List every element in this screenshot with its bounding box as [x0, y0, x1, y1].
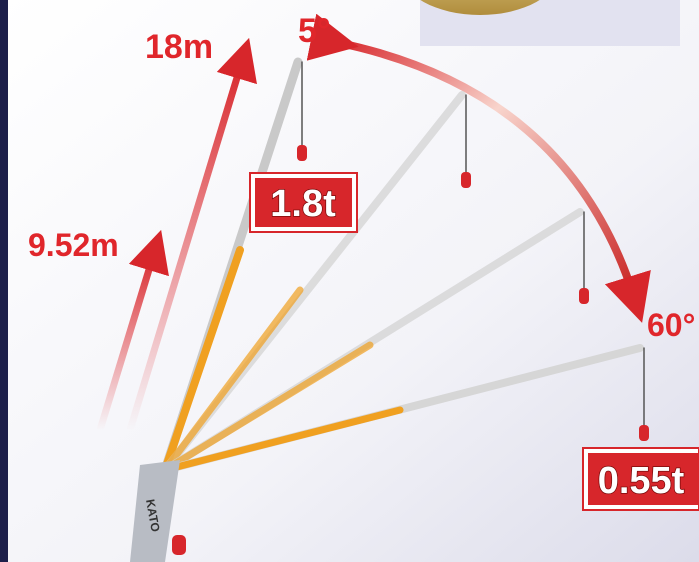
load-label: 0.55t [598, 460, 685, 502]
angle-label: 60° [647, 307, 695, 343]
angle-label: 5° [298, 12, 331, 50]
crane-graphic: KATO 18m 5° 9.52m 60° 1.8t 0.55t [0, 0, 699, 562]
length-label: 9.52m [28, 227, 119, 263]
left-strip [0, 0, 8, 562]
load-label: 1.8t [270, 183, 336, 225]
length-label: 18m [145, 28, 213, 66]
